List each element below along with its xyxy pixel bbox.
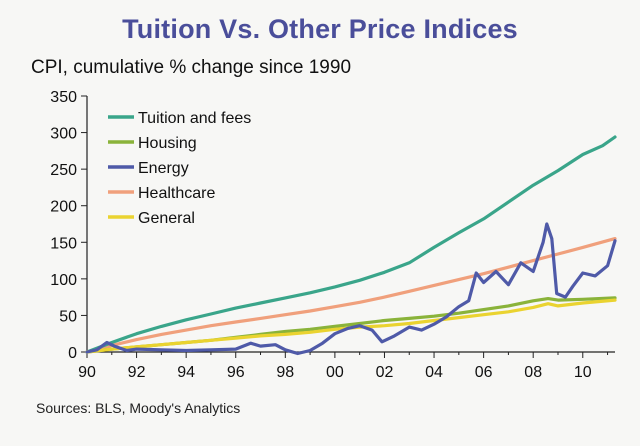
x-tick-label: 96 xyxy=(227,364,245,381)
legend-label: Energy xyxy=(138,160,189,177)
legend-label: Healthcare xyxy=(138,185,215,202)
y-tick-label: 50 xyxy=(59,308,77,325)
chart-axes xyxy=(86,96,615,353)
legend-label: Housing xyxy=(138,135,197,152)
y-tick-label: 150 xyxy=(50,235,77,252)
x-tick-label: 08 xyxy=(524,364,542,381)
x-tick-label: 10 xyxy=(574,364,592,381)
x-tick-label: 92 xyxy=(128,364,146,381)
x-tick-label: 00 xyxy=(326,364,344,381)
chart-legend: Tuition and fees Housing Energy Healthcare G… xyxy=(108,110,251,227)
y-tick-label: 250 xyxy=(50,162,77,179)
series-line-tuition-and-fees xyxy=(85,135,617,354)
legend-label: Tuition and fees xyxy=(138,110,251,127)
y-tick-label: 300 xyxy=(50,126,77,143)
series-line-healthcare xyxy=(85,237,617,354)
x-tick-label: 90 xyxy=(78,364,96,381)
legend-label: General xyxy=(138,210,195,227)
x-tick-label: 04 xyxy=(425,364,443,381)
chart-ticks: 0 50 100 150 200 250 300 350 90 92 94 96 98 00 02 04 06 0… xyxy=(50,89,609,381)
x-tick-label: 98 xyxy=(276,364,294,381)
y-tick-label: 350 xyxy=(50,89,77,106)
series-line-energy xyxy=(85,222,617,356)
x-tick-label: 94 xyxy=(177,364,195,381)
y-tick-label: 200 xyxy=(50,199,77,216)
chart-source-note: Sources: BLS, Moody's Analytics xyxy=(36,400,241,416)
y-tick-label: 0 xyxy=(68,345,77,362)
x-tick-label: 06 xyxy=(475,364,493,381)
chart-subtitle: CPI, cumulative % change since 1990 xyxy=(31,57,352,78)
chart-series-lines xyxy=(85,135,617,356)
y-tick-label: 100 xyxy=(50,272,77,289)
x-tick-label: 02 xyxy=(376,364,394,381)
chart-title: Tuition Vs. Other Price Indices xyxy=(122,14,518,44)
